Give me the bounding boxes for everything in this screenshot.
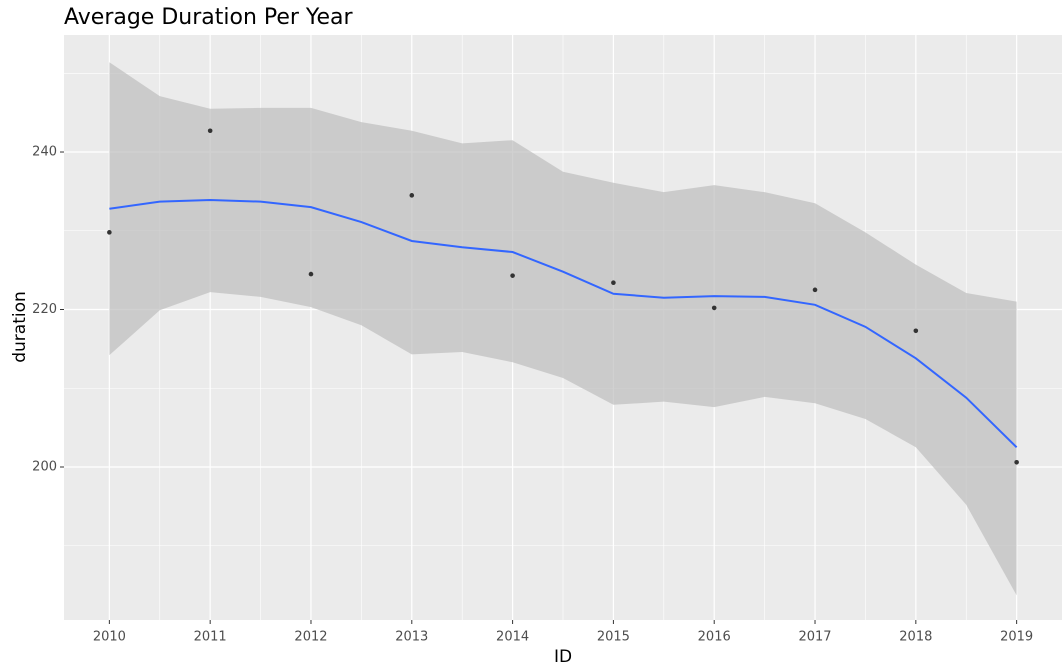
point (207, 128, 213, 134)
x-tick-label: 2012 (294, 630, 327, 645)
point (107, 230, 112, 235)
point (711, 305, 717, 311)
x-tick-label: 2014 (496, 630, 529, 645)
point (812, 287, 818, 293)
point (611, 280, 616, 286)
point (1014, 459, 1019, 465)
x-tick-label: 2011 (194, 630, 227, 645)
point (409, 193, 415, 198)
x-tick-label: 2013 (395, 630, 428, 645)
x-tick-label: 2018 (899, 630, 932, 645)
point (308, 271, 314, 277)
x-tick-label: 2015 (597, 630, 630, 645)
point (510, 273, 515, 278)
y-tick-label: 240 (32, 145, 57, 160)
chart-title: Average Duration Per Year (64, 5, 353, 30)
smooth-line (109, 199, 1018, 449)
y-tick-label: 200 (32, 459, 57, 474)
x-tick-label: 2010 (93, 630, 126, 645)
point (913, 328, 919, 334)
y-axis-label: duration (10, 291, 30, 363)
x-tick-label: 2017 (798, 630, 831, 645)
confidence-band (109, 62, 1017, 596)
x-axis-label: ID (554, 647, 572, 667)
y-tick-label: 220 (32, 302, 57, 317)
x-tick-label: 2019 (1000, 630, 1033, 645)
x-tick-label: 2016 (698, 630, 731, 645)
